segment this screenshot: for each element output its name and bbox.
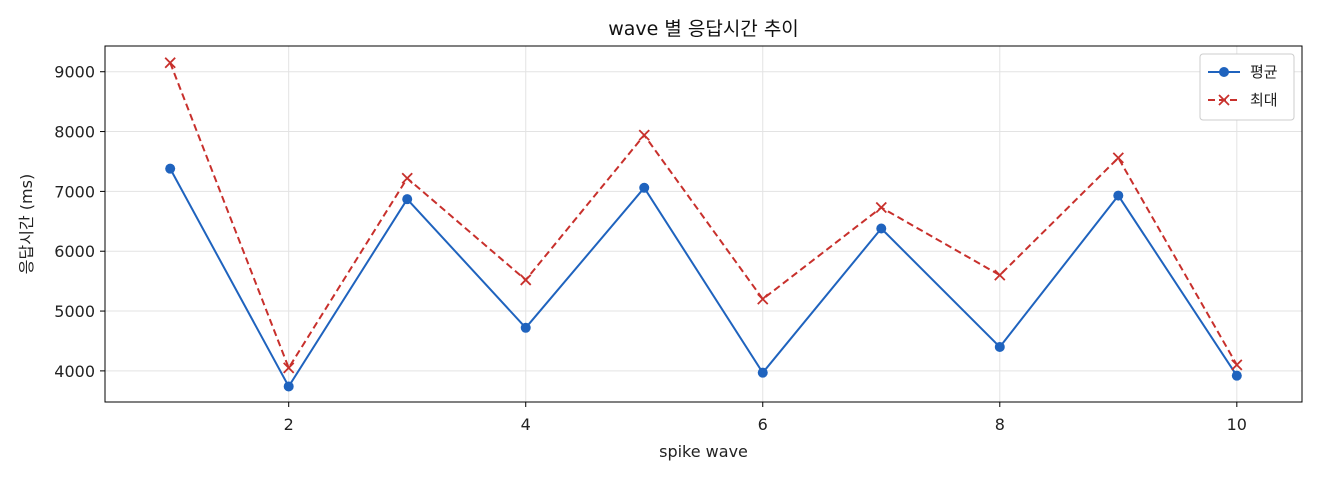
x-tick-label: 2 bbox=[284, 415, 294, 434]
series-max-point bbox=[164, 57, 176, 69]
series-avg-point bbox=[165, 163, 176, 174]
series-avg-point bbox=[1113, 190, 1124, 201]
series-max-point bbox=[994, 269, 1006, 281]
plot-frame bbox=[104, 45, 1303, 403]
series-max-line bbox=[169, 62, 1238, 369]
series-max-point bbox=[757, 293, 769, 305]
series-max-point bbox=[638, 129, 650, 141]
y-tick-label: 6000 bbox=[54, 242, 95, 261]
series-avg-point bbox=[1231, 370, 1242, 381]
y-axis: 4000 5000 6000 7000 8000 9000 bbox=[54, 63, 105, 381]
legend-label-avg: 평균 bbox=[1250, 63, 1278, 81]
series-avg-point bbox=[639, 182, 650, 193]
y-tick-label: 4000 bbox=[54, 362, 95, 381]
y-tick-label: 8000 bbox=[54, 123, 95, 142]
y-tick-label: 7000 bbox=[54, 182, 95, 201]
chart-title: wave 별 응답시간 추이 bbox=[608, 18, 799, 40]
x-tick-label: 10 bbox=[1227, 415, 1247, 434]
x-tick-label: 6 bbox=[758, 415, 768, 434]
x-axis: 2 4 6 8 10 bbox=[284, 402, 1247, 434]
x-tick-label: 4 bbox=[521, 415, 531, 434]
legend-marker-max bbox=[1218, 94, 1230, 106]
series-avg bbox=[165, 163, 1242, 392]
series-avg-line bbox=[169, 168, 1238, 388]
x-tick-label: 8 bbox=[995, 415, 1005, 434]
series-avg-point bbox=[876, 223, 887, 234]
series-avg-point bbox=[757, 367, 768, 378]
y-tick-label: 9000 bbox=[54, 63, 95, 82]
series-avg-point bbox=[283, 381, 294, 392]
y-axis-title: 응답시간 (ms) bbox=[17, 174, 36, 274]
legend-marker-avg bbox=[1219, 67, 1229, 77]
series-max-point bbox=[283, 362, 295, 374]
series-max-point bbox=[875, 201, 887, 214]
series-max-point bbox=[1231, 359, 1243, 371]
series-max-point bbox=[520, 274, 532, 286]
series-avg-point bbox=[520, 322, 531, 333]
x-axis-title: spike wave bbox=[659, 442, 748, 461]
series-max-point bbox=[401, 172, 413, 184]
legend-label-max: 최대 bbox=[1250, 91, 1278, 109]
series-layer bbox=[164, 57, 1243, 392]
series-max-point bbox=[1112, 152, 1124, 164]
y-tick-label: 5000 bbox=[54, 302, 95, 321]
legend-item-max: 최대 bbox=[1208, 91, 1278, 109]
series-max bbox=[164, 57, 1243, 374]
series-avg-point bbox=[402, 194, 413, 205]
legend-item-avg: 평균 bbox=[1208, 63, 1278, 81]
grid bbox=[105, 46, 1302, 402]
legend-box bbox=[1199, 53, 1295, 121]
series-avg-point bbox=[994, 341, 1005, 352]
